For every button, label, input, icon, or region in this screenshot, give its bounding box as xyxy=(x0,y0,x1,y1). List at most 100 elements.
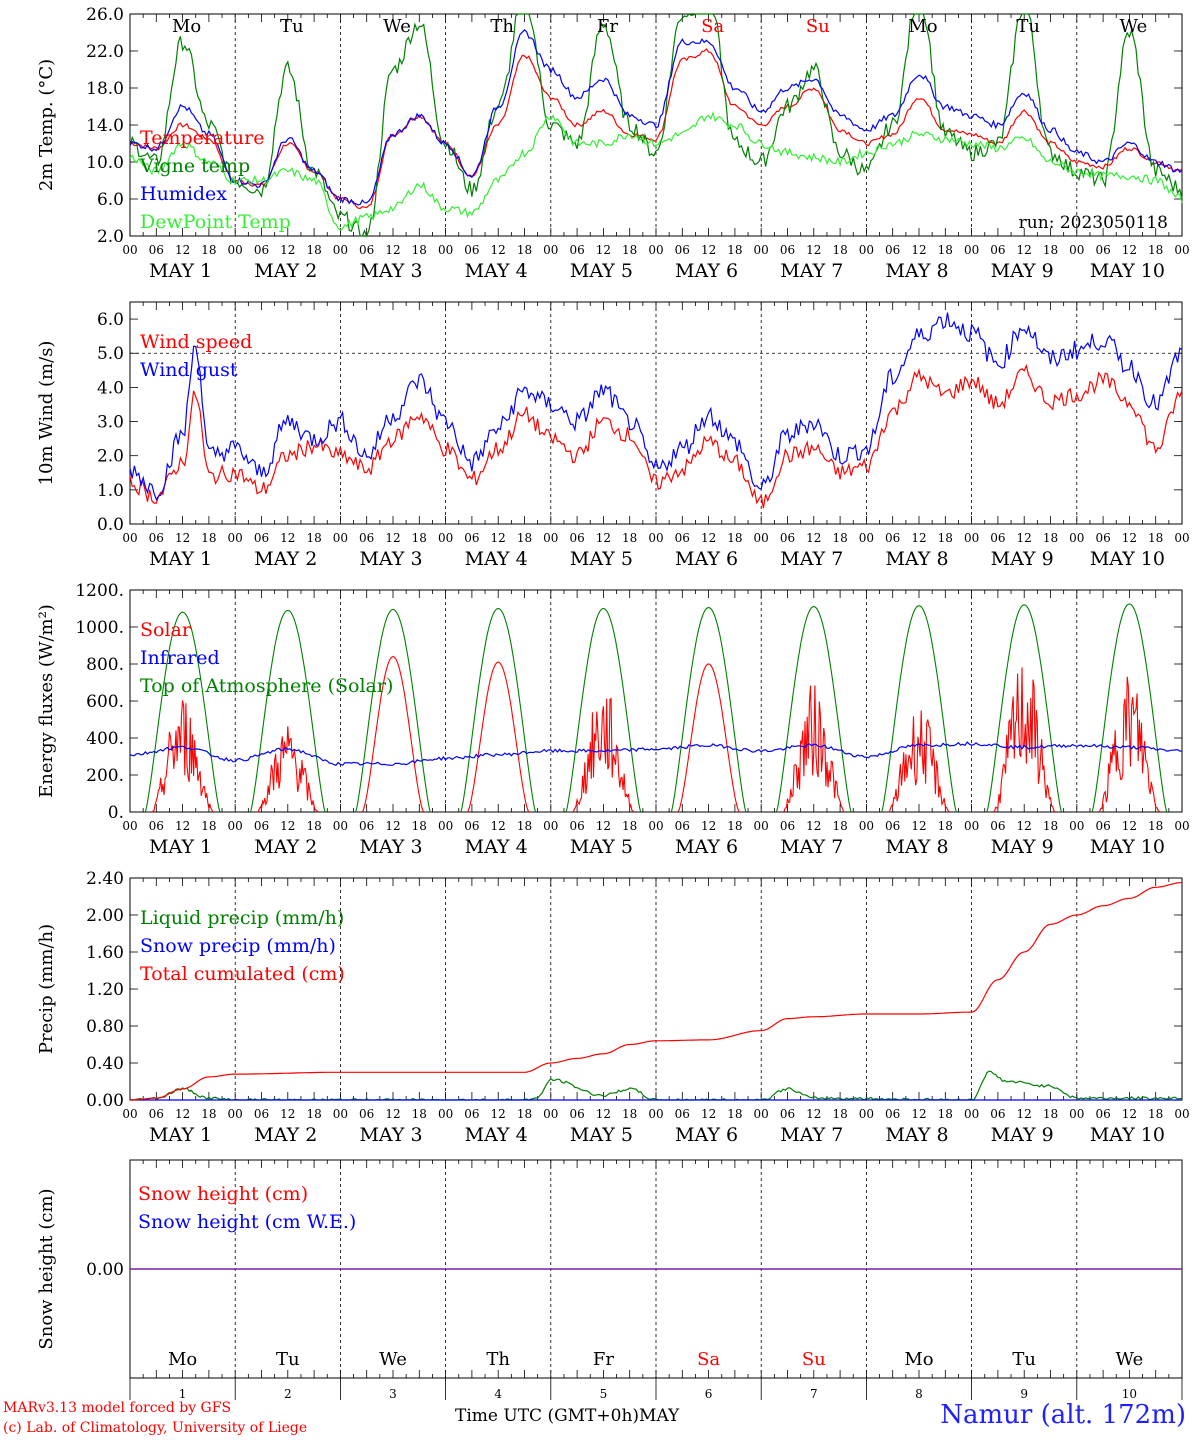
hour-tick-label: 00 xyxy=(333,531,348,545)
temp-legend-entry: DewPoint Temp xyxy=(140,211,291,233)
hour-tick-label: 06 xyxy=(359,243,374,257)
solar-line xyxy=(151,700,214,813)
hour-tick-label: 06 xyxy=(464,1107,479,1121)
hour-tick-label: 18 xyxy=(622,819,637,833)
hour-tick-label: 00 xyxy=(438,1107,453,1121)
weekday-label: Mo xyxy=(904,1349,933,1370)
precip-legend-entry: Liquid precip (mm/h) xyxy=(140,907,344,929)
y-tick-label: 5.0 xyxy=(97,344,124,364)
hour-tick-label: 06 xyxy=(675,1107,690,1121)
date-label: MAY 8 xyxy=(885,260,948,282)
day-number-label: 6 xyxy=(705,1387,713,1400)
date-label: MAY 2 xyxy=(254,260,317,282)
date-label: MAY 5 xyxy=(570,260,633,282)
precip-legend-entry: Total cumulated (cm) xyxy=(140,963,345,985)
date-label: MAY 7 xyxy=(780,260,843,282)
hour-tick-label: 00 xyxy=(543,819,558,833)
hour-tick-label: 18 xyxy=(306,819,321,833)
hour-tick-label: 06 xyxy=(149,531,164,545)
date-label: MAY 2 xyxy=(254,548,317,570)
hour-tick-label: 06 xyxy=(885,819,900,833)
hour-tick-label: 00 xyxy=(122,243,137,257)
y-tick-label: 600. xyxy=(86,692,124,712)
weekday-label: Fr xyxy=(597,16,618,37)
toa-solar-line xyxy=(355,608,431,813)
hour-tick-label: 00 xyxy=(543,531,558,545)
hour-tick-label: 18 xyxy=(832,1107,847,1121)
hour-tick-label: 00 xyxy=(543,1107,558,1121)
date-label: MAY 9 xyxy=(991,548,1054,570)
y-tick-label: 1.0 xyxy=(97,481,124,501)
hour-tick-label: 06 xyxy=(464,531,479,545)
hour-tick-label: 06 xyxy=(149,243,164,257)
date-label: MAY 5 xyxy=(570,836,633,858)
hour-tick-label: 18 xyxy=(1043,243,1058,257)
hour-tick-label: 12 xyxy=(806,531,821,545)
energy-legend-entry: Infrared xyxy=(140,647,220,669)
y-tick-label: 2.0 xyxy=(97,447,124,467)
hour-tick-label: 12 xyxy=(385,819,400,833)
hour-tick-label: 06 xyxy=(254,531,269,545)
hour-tick-label: 18 xyxy=(306,243,321,257)
hour-tick-label: 18 xyxy=(832,531,847,545)
hour-tick-label: 00 xyxy=(1174,1107,1189,1121)
y-tick-label: 1.20 xyxy=(86,980,124,1000)
date-label: MAY 1 xyxy=(149,836,212,858)
hour-tick-label: 06 xyxy=(990,819,1005,833)
hour-tick-label: 00 xyxy=(1069,531,1084,545)
hour-tick-label: 12 xyxy=(1122,531,1137,545)
y-tick-label: 400. xyxy=(86,729,124,749)
day-number-label: 8 xyxy=(915,1387,923,1400)
hour-tick-label: 06 xyxy=(885,1107,900,1121)
solar-line xyxy=(256,726,319,813)
weekday-label: We xyxy=(1116,1349,1144,1370)
hour-tick-label: 18 xyxy=(412,1107,427,1121)
footer-time-label: Time UTC (GMT+0h)MAY xyxy=(455,1406,679,1426)
precip-legend-entry: Snow precip (mm/h) xyxy=(140,935,336,957)
y-tick-label: 6.0 xyxy=(97,310,124,330)
date-label: MAY 9 xyxy=(991,1124,1054,1146)
wind-gust-line xyxy=(129,312,1183,501)
day-number-label: 5 xyxy=(600,1387,608,1400)
hour-tick-label: 18 xyxy=(1148,1107,1163,1121)
toa-solar-line xyxy=(775,606,852,813)
date-label: MAY 1 xyxy=(149,548,212,570)
hour-tick-label: 06 xyxy=(1095,243,1110,257)
hour-tick-label: 00 xyxy=(122,819,137,833)
hour-tick-label: 18 xyxy=(938,243,953,257)
y-tick-label: 3.0 xyxy=(97,413,124,433)
hour-tick-label: 18 xyxy=(938,1107,953,1121)
station-name: Namur (alt. 172m) xyxy=(940,1400,1186,1430)
hour-tick-label: 06 xyxy=(254,819,269,833)
hour-tick-label: 00 xyxy=(859,243,874,257)
hour-tick-label: 12 xyxy=(1017,1107,1032,1121)
weekday-label: Tu xyxy=(276,1349,300,1370)
y-tick-label: 1000. xyxy=(75,618,124,638)
date-label: MAY 1 xyxy=(149,1124,212,1146)
hour-tick-label: 00 xyxy=(964,819,979,833)
energy-legend-entry: Top of Atmosphere (Solar) xyxy=(140,675,393,697)
hour-tick-label: 18 xyxy=(201,531,216,545)
hour-tick-label: 18 xyxy=(727,531,742,545)
hour-tick-label: 00 xyxy=(964,531,979,545)
hour-tick-label: 00 xyxy=(859,819,874,833)
hour-tick-label: 18 xyxy=(517,531,532,545)
hour-tick-label: 06 xyxy=(569,819,584,833)
hour-tick-label: 18 xyxy=(517,1107,532,1121)
weekday-label: We xyxy=(1120,16,1148,37)
hour-tick-label: 00 xyxy=(228,243,243,257)
footer-lab-credit: (c) Lab. of Climatology, University of L… xyxy=(3,1420,308,1436)
date-label: MAY 10 xyxy=(1090,548,1165,570)
hour-tick-label: 18 xyxy=(832,243,847,257)
hour-tick-label: 12 xyxy=(1122,1107,1137,1121)
date-label: MAY 6 xyxy=(675,836,738,858)
toa-solar-line xyxy=(670,607,747,813)
weekday-label: Mo xyxy=(908,16,937,37)
hour-tick-label: 12 xyxy=(911,531,926,545)
hour-tick-label: 12 xyxy=(175,531,190,545)
hour-tick-label: 12 xyxy=(701,531,716,545)
temperature-line xyxy=(129,48,1183,210)
infrared-line xyxy=(129,741,1183,766)
wind-speed-line xyxy=(129,363,1183,509)
hour-tick-label: 12 xyxy=(806,1107,821,1121)
